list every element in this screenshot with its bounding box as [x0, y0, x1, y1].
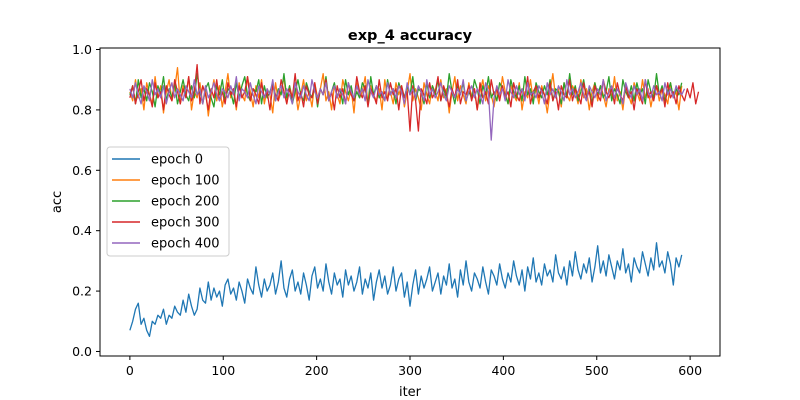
series-line-epoch-100 [129, 66, 683, 117]
x-tick-label: 300 [398, 363, 422, 378]
chart-title: exp_4 accuracy [348, 28, 473, 44]
x-tick-label: 0 [126, 363, 134, 378]
legend-label: epoch 200 [151, 195, 220, 210]
series-line-epoch-400 [129, 76, 686, 141]
series-layer [129, 63, 700, 338]
x-tick-label: 600 [678, 363, 702, 378]
y-tick-label: 0.2 [72, 284, 92, 299]
plot-frame [99, 47, 721, 357]
legend-label: epoch 0 [151, 153, 203, 168]
y-tick-label: 1.0 [72, 42, 92, 57]
legend: epoch 0 epoch 100 epoch 200 epoch 300 epoch … [106, 146, 230, 257]
x-tick-label: 200 [305, 363, 329, 378]
y-tick-label: 0.4 [72, 223, 92, 238]
legend-label: epoch 400 [151, 237, 220, 252]
x-axis-label: iter [399, 385, 422, 400]
x-tick-label: 500 [585, 363, 609, 378]
x-tick-label: 100 [211, 363, 235, 378]
y-tick-label: 0.0 [72, 344, 92, 359]
legend-label: epoch 300 [151, 216, 220, 231]
x-tick-label: 400 [491, 363, 515, 378]
y-axis-label: acc [50, 191, 65, 213]
y-tick-label: 0.8 [72, 102, 92, 117]
y-tick-label: 0.6 [72, 163, 92, 178]
series-line-epoch-0 [129, 242, 683, 338]
legend-box [106, 146, 230, 257]
tick-layer: 0 100 200 300 400 500 600 0.0 0.2 0.4 0.6 0.8 1.0 [72, 42, 702, 378]
legend-label: epoch 100 [151, 174, 220, 189]
